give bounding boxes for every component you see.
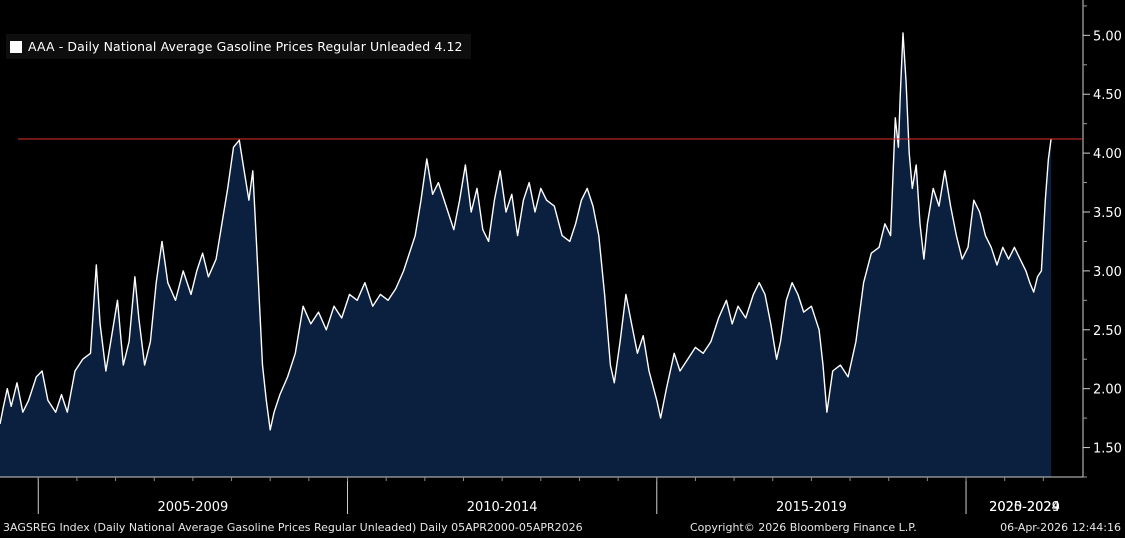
series-line [0,32,1052,431]
legend-series-name: AAA - Daily National Average Gasoline Pr… [28,39,431,54]
y-tick-label: 4.00 [1093,147,1122,162]
legend-label: AAA - Daily National Average Gasoline Pr… [28,39,463,54]
series-area-layer [0,32,1052,477]
y-tick-label: 2.00 [1093,383,1122,398]
y-tick-label: 3.00 [1093,265,1122,280]
y-tick-label: 4.50 [1093,88,1122,103]
footer-timestamp: 06-Apr-2026 12:44:16 [1000,521,1121,534]
x-group-label: 2005-2009 [157,500,228,515]
axis-layer: 1.50 2.00 2.50 3.00 3.50 4.00 4.50 5.00 2005-200… [0,0,1122,515]
footer-index-description: 3AGSREG Index (Daily National Average Ga… [3,521,583,534]
y-tick-label: 5.00 [1093,29,1122,44]
x-group-label: 2020-2024 [989,500,1060,515]
x-group-label: 2025-2029 [989,500,1060,515]
series-area-fill [0,33,1052,477]
y-tick-label: 2.50 [1093,324,1122,339]
footer-copyright: Copyright© 2026 Bloomberg Finance L.P. [690,521,917,534]
y-tick-label: 1.50 [1093,442,1122,457]
x-group-label: 2015-2019 [776,500,847,515]
legend: AAA - Daily National Average Gasoline Pr… [6,34,471,59]
legend-swatch [10,40,22,53]
x-group-label: 2010-2014 [467,500,538,515]
y-tick-label: 3.50 [1093,206,1122,221]
legend-last-value: 4.12 [434,39,463,54]
